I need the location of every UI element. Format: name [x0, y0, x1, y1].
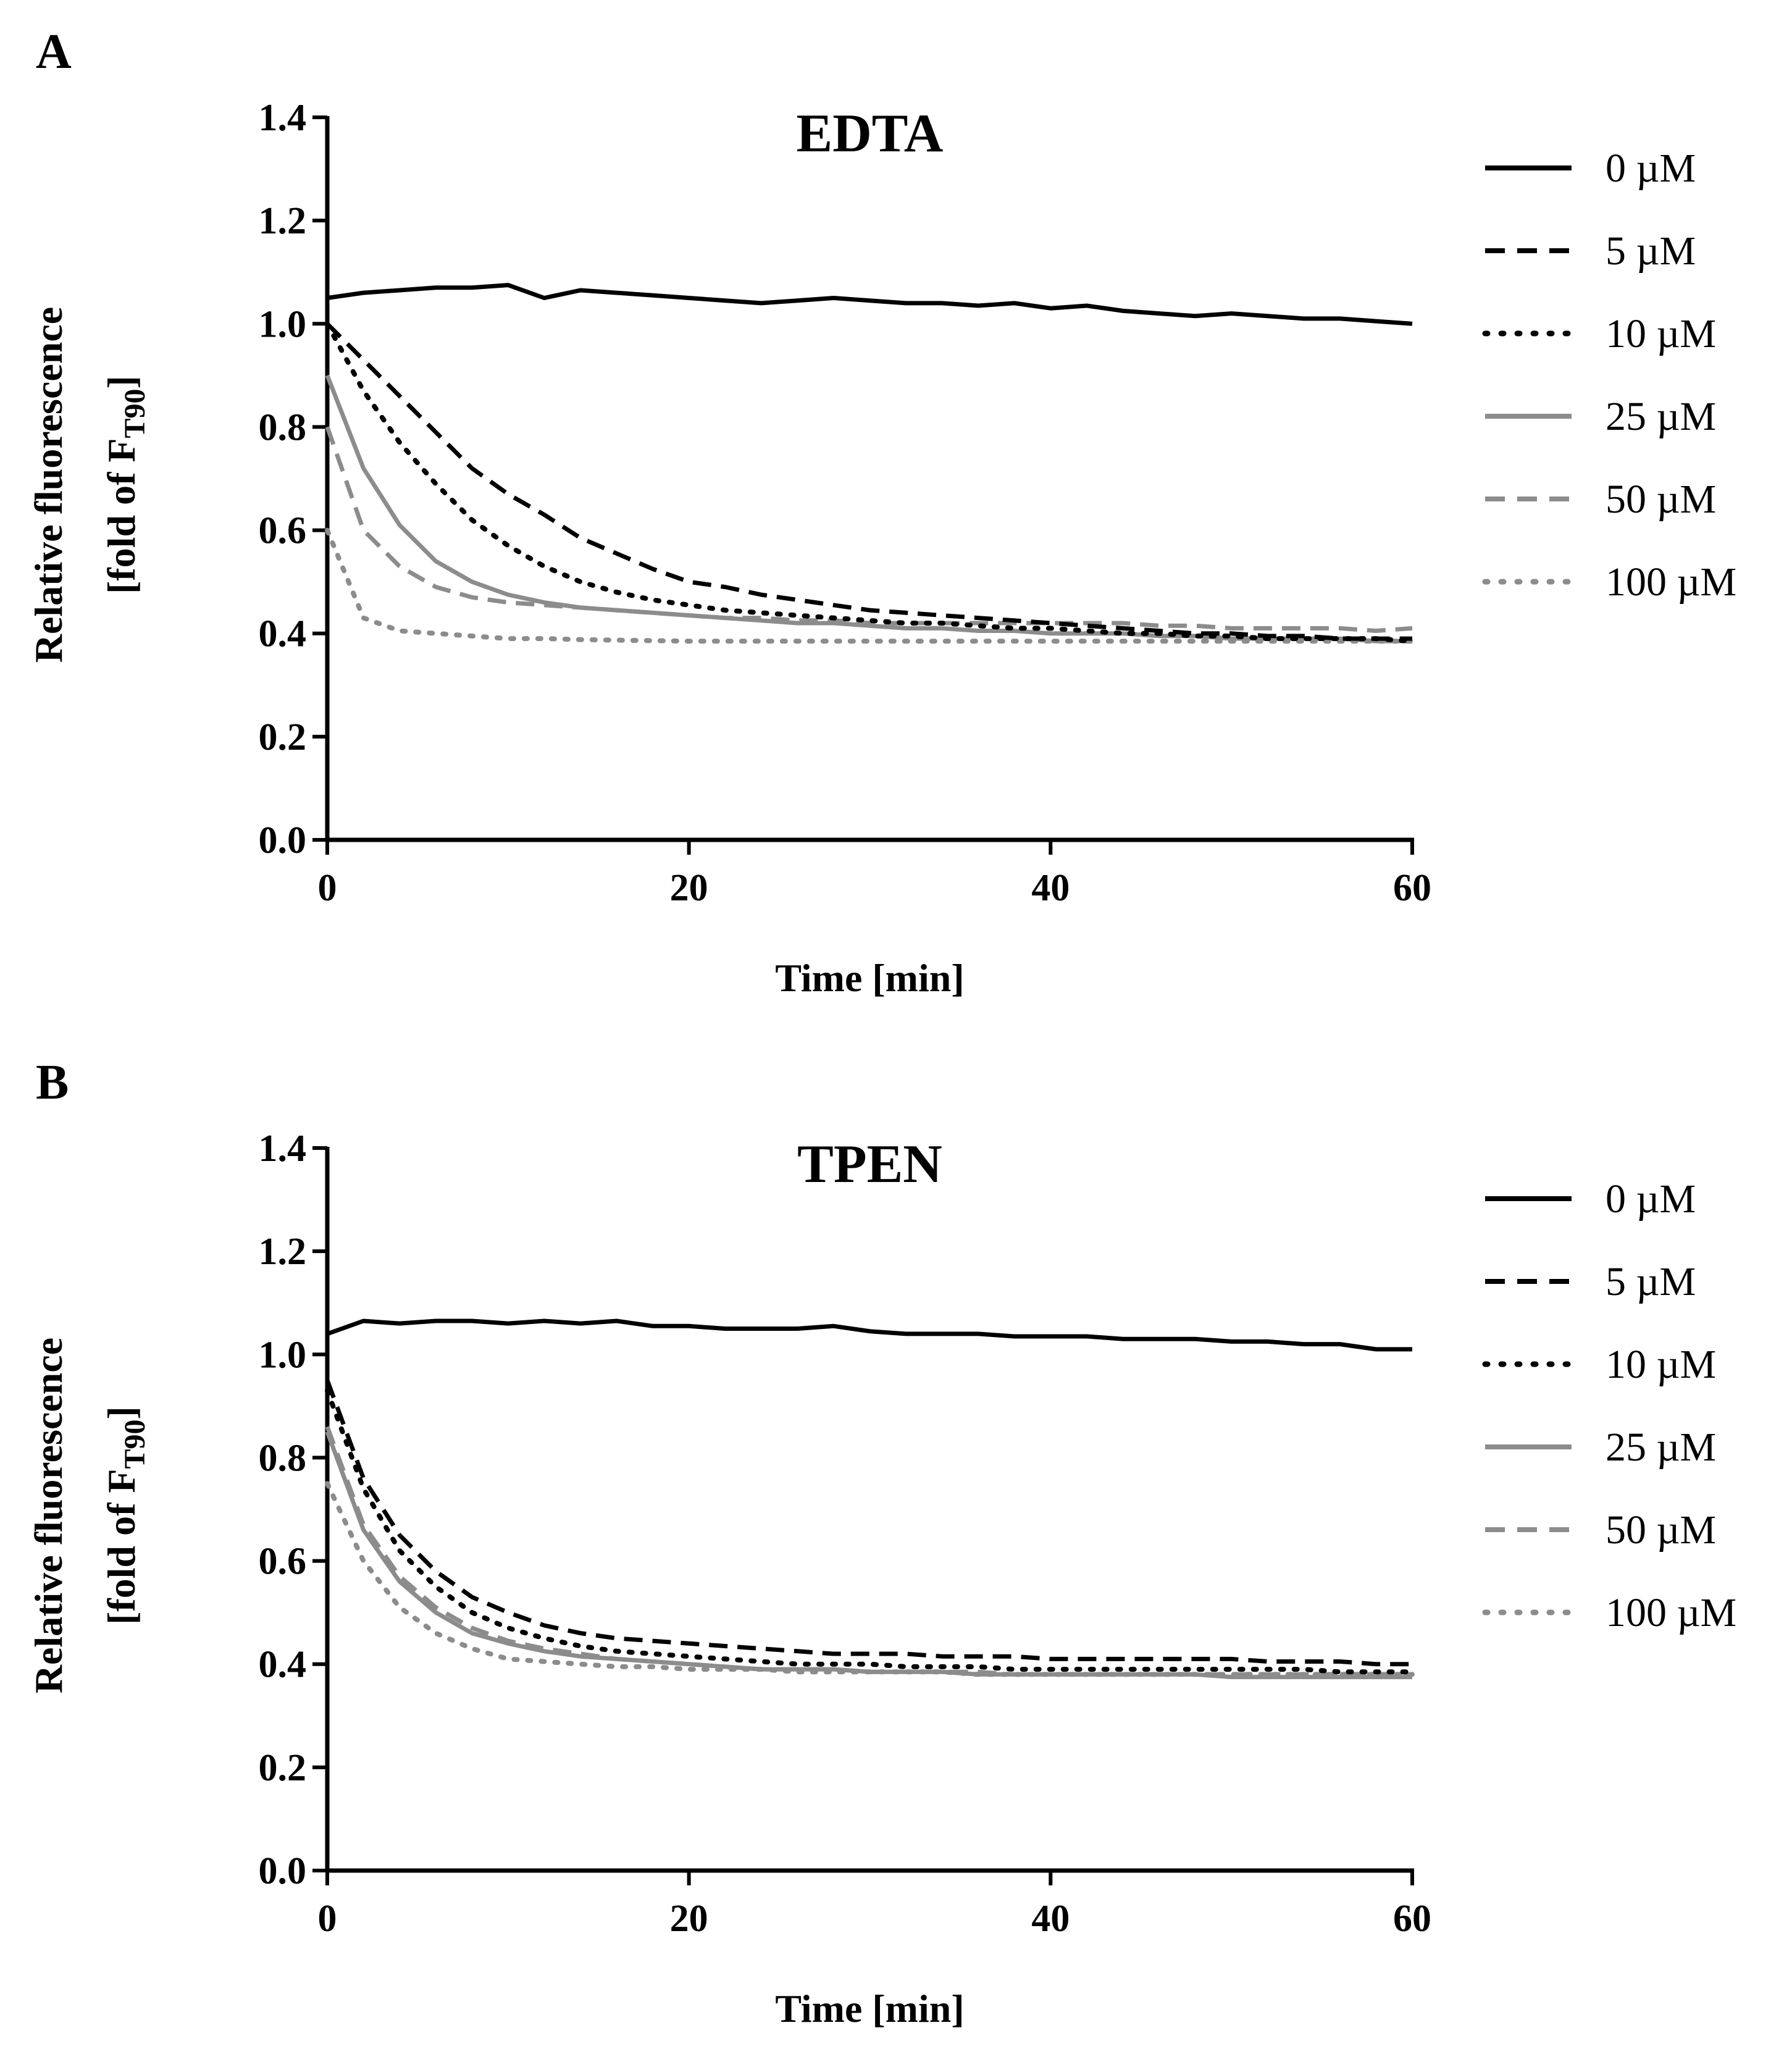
y-tick-label: 0.8: [259, 1437, 307, 1479]
y-axis-label-line1: Relative fluorescence: [27, 1338, 70, 1693]
legend-label: 50 µM: [1606, 1507, 1716, 1553]
chart-panel-a: A EDTA 0.0 0.2 0.4 0.6 0.8 1.0 1.2 1.4 0 20 40 60 Time…: [27, 25, 1736, 1000]
chart-title: EDTA: [797, 104, 944, 164]
panel-letter: B: [36, 1055, 69, 1110]
y-tick-label: 0.0: [259, 1850, 307, 1892]
y-axis-label-subscript: T90: [119, 388, 151, 438]
y-tick-label: 0.6: [259, 510, 307, 552]
y-tick-label: 1.4: [259, 97, 307, 139]
x-tick-label: 60: [1393, 867, 1431, 909]
y-axis-label-suffix: ]: [99, 375, 143, 388]
y-tick-label: 0.2: [259, 1747, 307, 1789]
y-tick-label: 0.4: [259, 1644, 307, 1686]
series-line-5: [325, 527, 1415, 644]
series-line-1: [325, 322, 1412, 641]
series-line-1: [325, 1379, 1412, 1667]
series-line-3: [325, 374, 1412, 643]
y-tick-label: 0.2: [259, 716, 307, 758]
legend-label: 25 µM: [1606, 394, 1716, 439]
y-tick-label: 1.2: [259, 200, 307, 242]
y-tick-label: 1.4: [259, 1128, 307, 1170]
y-axis-label-prefix: [fold of F: [99, 1469, 143, 1624]
series-line-4: [325, 426, 1413, 633]
series-line-5: [325, 1481, 1415, 1677]
x-axis-label: Time [min]: [775, 956, 964, 1000]
legend-label: 5 µM: [1606, 228, 1696, 274]
y-axis-label-line2: [fold of FT90]: [99, 375, 151, 594]
y-tick-label: 0.0: [259, 819, 307, 861]
legend-label: 0 µM: [1606, 146, 1696, 191]
series-line-0: [327, 283, 1413, 326]
y-tick-label: 0.6: [259, 1541, 307, 1583]
y-axis-label-line1: Relative fluorescence: [27, 307, 70, 663]
y-axis-label-subscript: T90: [119, 1419, 151, 1469]
legend-label: 0 µM: [1606, 1176, 1696, 1222]
legend-label: 100 µM: [1606, 1590, 1736, 1635]
legend-label: 5 µM: [1606, 1259, 1696, 1304]
y-axis-label-line2: [fold of FT90]: [99, 1406, 151, 1625]
x-tick-label: 0: [318, 867, 337, 909]
legend-label: 50 µM: [1606, 477, 1716, 522]
y-tick-label: 0.8: [259, 406, 307, 448]
x-tick-label: 20: [670, 867, 708, 909]
x-tick-label: 60: [1393, 1898, 1431, 1940]
y-tick-label: 1.0: [259, 303, 307, 345]
x-tick-label: 0: [318, 1898, 337, 1940]
x-tick-label: 40: [1031, 867, 1070, 909]
legend-label: 10 µM: [1606, 1342, 1716, 1387]
legend-label: 100 µM: [1606, 560, 1736, 605]
legend-label: 25 µM: [1606, 1425, 1716, 1470]
series-line-3: [325, 1431, 1412, 1680]
x-tick-label: 20: [670, 1898, 708, 1940]
y-tick-label: 1.0: [259, 1334, 307, 1376]
x-tick-label: 40: [1031, 1898, 1070, 1940]
y-axis-label-prefix: [fold of F: [99, 438, 143, 593]
x-axis-label: Time [min]: [775, 1987, 964, 2031]
y-axis-label-suffix: ]: [99, 1406, 143, 1419]
series-line-2: [325, 321, 1415, 644]
chart-panel-b: B TPEN 0.0 0.2 0.4 0.6 0.8 1.0 1.2 1.4 0 20 40 60 Time…: [27, 1055, 1736, 2031]
panel-letter: A: [36, 25, 72, 79]
legend-label: 10 µM: [1606, 311, 1716, 356]
y-tick-label: 1.2: [259, 1231, 307, 1273]
series-line-0: [326, 1318, 1412, 1352]
chart-title: TPEN: [797, 1134, 942, 1194]
series-line-2: [325, 1388, 1415, 1675]
y-tick-label: 0.4: [259, 613, 307, 655]
